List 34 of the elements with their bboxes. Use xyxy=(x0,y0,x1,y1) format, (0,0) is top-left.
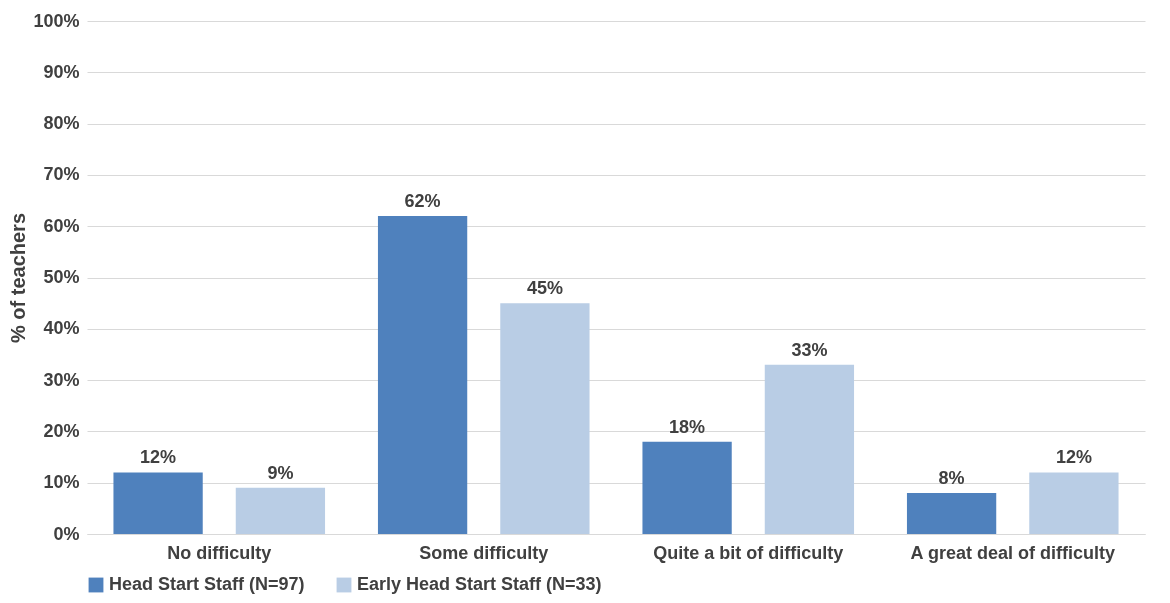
x-tick-label: Some difficulty xyxy=(419,542,549,563)
x-tick-label: A great deal of difficulty xyxy=(910,542,1115,563)
x-tick-label: Quite a bit of difficulty xyxy=(653,542,844,563)
y-tick-label: 60% xyxy=(43,215,80,236)
bar xyxy=(113,472,203,534)
y-tick-label: 0% xyxy=(53,523,80,544)
bar xyxy=(1029,472,1119,534)
data-label: 9% xyxy=(267,462,294,483)
data-label: 62% xyxy=(404,190,441,211)
data-label: 33% xyxy=(791,339,828,360)
data-label: 12% xyxy=(140,447,177,468)
y-tick-label: 50% xyxy=(43,267,80,287)
x-tick-label: No difficulty xyxy=(167,542,272,563)
y-tick-label: 80% xyxy=(43,113,80,134)
bar xyxy=(500,303,590,534)
data-label: 8% xyxy=(938,467,965,488)
bar xyxy=(642,441,732,534)
y-axis-title: % of teachers xyxy=(7,212,30,344)
y-tick-label: 100% xyxy=(33,10,80,31)
y-tick-label: 70% xyxy=(43,164,80,185)
bar xyxy=(235,487,326,534)
data-label: 12% xyxy=(1055,447,1092,468)
y-tick-label: 30% xyxy=(43,369,80,390)
bar xyxy=(377,215,468,534)
y-tick-label: 20% xyxy=(43,420,80,441)
data-label: 18% xyxy=(669,416,706,437)
bar xyxy=(764,364,855,534)
y-tick-label: 10% xyxy=(43,472,80,493)
bar xyxy=(906,492,997,534)
y-tick-label: 40% xyxy=(43,318,80,339)
data-label: 45% xyxy=(526,278,563,299)
y-tick-label: 90% xyxy=(43,61,80,82)
legend-label: Early Head Start Staff (N=33) xyxy=(357,574,602,594)
legend-label: Head Start Staff (N=97) xyxy=(109,574,305,594)
